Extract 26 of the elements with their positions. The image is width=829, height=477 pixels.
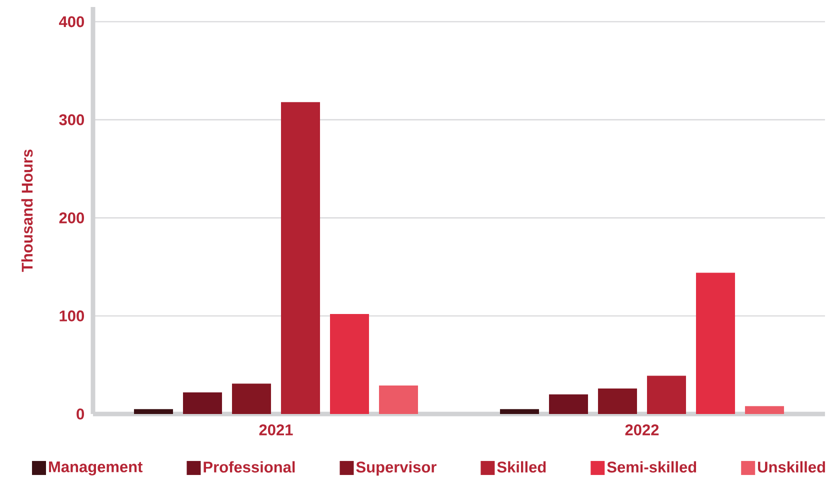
y-tick-label: 100 <box>60 310 84 322</box>
y-tick-label: 300 <box>59 114 84 126</box>
bar <box>232 384 272 414</box>
bar <box>330 314 370 414</box>
bar <box>379 386 418 414</box>
bar <box>134 409 173 414</box>
bar <box>281 102 320 414</box>
bar <box>696 272 736 414</box>
bar <box>500 409 540 414</box>
x-tick-label: 2022 <box>625 424 659 436</box>
y-tick-label: 400 <box>59 16 84 28</box>
bar <box>549 394 588 414</box>
bar <box>183 392 222 414</box>
y-tick-label: 200 <box>59 212 84 224</box>
legend-label: Semi-skilled <box>607 461 696 473</box>
bar <box>745 406 784 414</box>
y-tick-label: 0 <box>76 408 84 420</box>
legend-label: Unskilled <box>758 461 825 473</box>
legend-label: Supervisor <box>356 461 436 476</box>
legend-label: Skilled <box>497 461 546 473</box>
legend-label: Management <box>49 461 143 476</box>
legend-label: Professional <box>204 461 295 473</box>
y-axis-title: Thousand Hours <box>21 150 33 272</box>
bar <box>647 376 686 414</box>
bar <box>598 388 638 414</box>
x-tick-label: 2021 <box>259 424 293 436</box>
